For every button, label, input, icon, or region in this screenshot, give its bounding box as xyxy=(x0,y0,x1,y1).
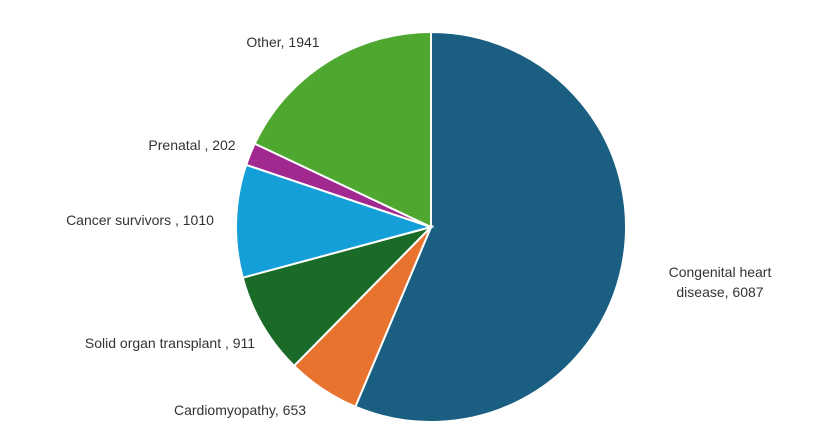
pie-slice xyxy=(253,30,432,229)
data-label: Cardiomyopathy, 653 xyxy=(174,400,306,420)
category-label: Solid organ transplant xyxy=(84,335,222,351)
pie-slice xyxy=(354,30,627,423)
category-label: Cancer survivors xyxy=(66,212,172,228)
category-label: Prenatal xyxy=(148,137,201,153)
value-label: , 911 xyxy=(221,335,256,351)
value-label: , 1941 xyxy=(280,34,320,50)
pie-slice xyxy=(235,163,435,279)
category-label: Congenital heart disease xyxy=(668,264,772,300)
data-label: Solid organ transplant , 911 xyxy=(78,333,263,353)
data-label: Cancer survivors , 1010 xyxy=(66,210,214,230)
value-label: , 653 xyxy=(274,402,307,418)
data-label: Congenital heart disease, 6087 xyxy=(660,262,780,302)
value-label: , 202 xyxy=(200,137,236,153)
value-label: , 6087 xyxy=(724,284,764,300)
category-label: Cardiomyopathy xyxy=(173,402,275,418)
category-label: Other xyxy=(246,34,281,50)
data-label: Other, 1941 xyxy=(246,32,319,52)
data-label: Prenatal , 202 xyxy=(148,135,235,155)
pie-slice xyxy=(241,225,435,368)
value-label: , 1010 xyxy=(171,212,214,228)
